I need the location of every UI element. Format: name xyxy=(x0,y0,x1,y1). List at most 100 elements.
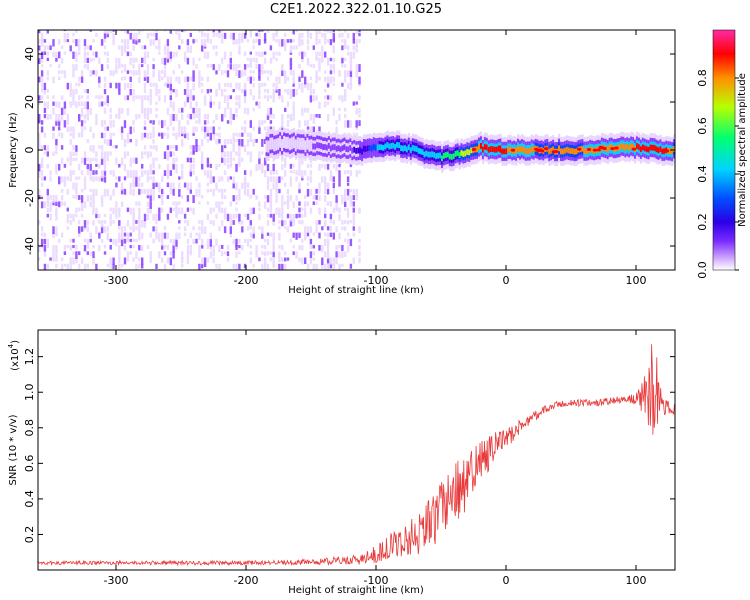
noise-cell xyxy=(344,107,347,112)
noise-cell xyxy=(335,245,338,251)
noise-cell xyxy=(192,76,195,82)
noise-cell xyxy=(232,114,235,120)
noise-cell xyxy=(278,176,281,183)
noise-cell xyxy=(189,170,192,177)
noise-cell xyxy=(43,238,47,245)
noise-cell xyxy=(109,213,112,220)
signal-cell xyxy=(671,148,674,155)
noise-cell xyxy=(206,163,210,168)
noise-cell xyxy=(226,95,230,101)
noise-cell xyxy=(166,76,170,85)
noise-cell xyxy=(332,30,335,33)
noise-cell xyxy=(358,32,361,37)
noise-cell xyxy=(118,220,121,226)
noise-cell xyxy=(249,89,252,96)
noise-cell xyxy=(186,39,190,46)
noise-cell xyxy=(221,70,224,75)
noise-cell xyxy=(201,76,204,81)
noise-cell xyxy=(149,251,152,258)
noise-cell xyxy=(306,82,310,90)
noise-cell xyxy=(235,39,238,45)
noise-cell xyxy=(229,151,232,159)
noise-cell xyxy=(275,170,278,175)
noise-cell xyxy=(141,151,144,159)
noise-cell xyxy=(206,238,210,247)
noise-cell xyxy=(212,126,215,135)
noise-cell xyxy=(175,238,178,247)
noise-cell xyxy=(89,70,92,77)
noise-cell xyxy=(278,226,281,230)
noise-cell xyxy=(215,182,218,191)
noise-cell xyxy=(118,238,121,243)
noise-cell xyxy=(46,51,49,56)
noise-cell xyxy=(321,32,324,38)
noise-cell xyxy=(306,226,310,233)
noise-cell xyxy=(123,39,127,46)
noise-cell xyxy=(66,32,69,39)
noise-cell xyxy=(135,32,138,41)
noise-cell xyxy=(346,232,350,237)
noise-cell xyxy=(149,39,152,47)
signal-cell xyxy=(585,148,588,155)
noise-cell xyxy=(286,195,290,203)
signal-cell xyxy=(392,142,395,149)
noise-cell xyxy=(358,245,361,250)
noise-cell xyxy=(43,151,47,155)
noise-cell xyxy=(243,82,247,91)
noise-cell xyxy=(175,245,178,250)
noise-cell xyxy=(72,101,75,106)
noise-cell xyxy=(46,263,49,269)
noise-cell xyxy=(169,170,172,176)
noise-cell xyxy=(69,238,72,243)
snr-line xyxy=(38,344,675,567)
noise-cell xyxy=(306,201,310,206)
noise-cell xyxy=(158,89,161,95)
noise-cell xyxy=(95,176,98,181)
noise-cell xyxy=(344,238,347,243)
noise-cell xyxy=(223,157,227,166)
noise-cell xyxy=(72,157,75,162)
noise-cell xyxy=(106,157,109,162)
noise-cell xyxy=(281,95,284,103)
signal-cell xyxy=(468,149,471,156)
noise-cell xyxy=(186,89,190,97)
noise-cell xyxy=(149,120,152,124)
noise-cell xyxy=(163,82,167,87)
noise-cell xyxy=(349,163,353,168)
noise-cell xyxy=(75,188,78,195)
noise-cell xyxy=(72,257,75,265)
noise-cell xyxy=(120,188,124,195)
noise-cell xyxy=(206,132,210,137)
noise-cell xyxy=(269,257,273,262)
noise-cell xyxy=(324,188,327,194)
noise-cell xyxy=(301,32,304,38)
noise-cell xyxy=(338,182,341,187)
noise-cell xyxy=(78,195,81,200)
signal-cell xyxy=(382,145,385,151)
noise-cell xyxy=(209,176,212,184)
noise-cell xyxy=(178,201,181,205)
noise-cell xyxy=(152,39,155,46)
noise-cell xyxy=(46,195,49,202)
noise-cell xyxy=(301,82,304,89)
noise-cell xyxy=(229,107,232,115)
noise-cell xyxy=(166,107,170,116)
noise-cell xyxy=(238,157,241,165)
noise-cell xyxy=(78,76,81,82)
noise-cell xyxy=(141,220,144,228)
snr-x-axis-label: Height of straight line (km) xyxy=(288,585,424,596)
noise-cell xyxy=(263,95,267,99)
y-tick-label: -20 xyxy=(23,189,36,207)
noise-cell xyxy=(152,157,155,166)
noise-cell xyxy=(152,163,155,169)
noise-cell xyxy=(349,220,353,224)
noise-cell xyxy=(46,151,49,157)
noise-cell xyxy=(126,39,130,45)
noise-cell xyxy=(152,176,155,184)
noise-cell xyxy=(155,213,158,221)
noise-cell xyxy=(132,207,135,216)
noise-cell xyxy=(249,132,252,141)
noise-cell xyxy=(195,107,198,114)
noise-cell xyxy=(63,201,67,207)
